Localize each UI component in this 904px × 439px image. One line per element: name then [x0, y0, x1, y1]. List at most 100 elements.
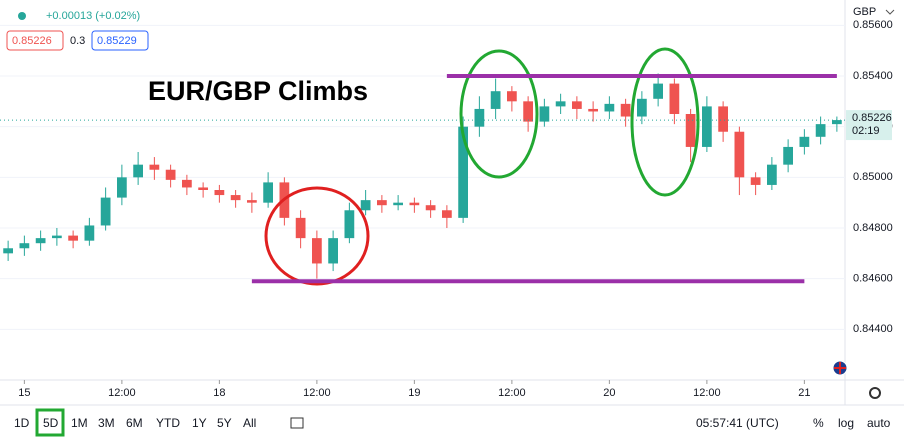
status-dot — [18, 12, 26, 20]
candle-body — [718, 106, 728, 132]
selected-range — [35, 408, 65, 437]
y-tick-label: 0.84600 — [853, 273, 893, 285]
candle-body — [133, 164, 143, 178]
goto-date-icon[interactable] — [290, 417, 304, 429]
candle-body — [572, 101, 582, 109]
x-tick-label: 20 — [603, 387, 615, 399]
highlight-ellipse — [459, 49, 539, 179]
candle-body — [425, 205, 436, 211]
candle-body — [35, 238, 46, 244]
candle-body — [165, 169, 176, 180]
y-tick-label: 0.84800 — [853, 222, 893, 234]
candle-body — [539, 106, 550, 122]
range-button[interactable]: All — [243, 416, 256, 430]
candle-body — [328, 238, 338, 264]
candle-body — [247, 200, 257, 203]
y-tick-label: 0.85000 — [853, 171, 893, 183]
candle-body — [84, 225, 95, 241]
candle-body — [100, 197, 111, 226]
candle-body — [442, 210, 452, 218]
y-tick-label: 0.85600 — [853, 19, 893, 31]
spread: 0.3 — [70, 35, 85, 47]
candle-body — [620, 103, 631, 117]
candle-body — [507, 91, 517, 102]
clock: 05:57:41 (UTC) — [696, 416, 779, 430]
candle-body — [490, 91, 501, 109]
flag-cross — [834, 362, 846, 374]
candle-body — [409, 202, 420, 206]
currency-menu[interactable] — [885, 9, 895, 15]
candle-body — [734, 131, 745, 178]
candle-body — [637, 98, 647, 117]
x-tick-label: 12:00 — [108, 387, 136, 399]
candle-body — [19, 243, 30, 249]
x-tick-label: 19 — [408, 387, 420, 399]
settings-icon[interactable] — [869, 387, 881, 399]
x-tick-label: 12:00 — [498, 387, 526, 399]
candle-body — [783, 146, 793, 165]
candle-body — [295, 217, 306, 239]
log-toggle[interactable]: log — [838, 416, 854, 430]
ask[interactable]: 0.85229 — [97, 35, 137, 47]
range-button[interactable]: 6M — [126, 416, 143, 430]
x-tick-label: 21 — [798, 387, 810, 399]
candle-body — [555, 101, 566, 107]
candle-body — [588, 108, 598, 112]
percent-toggle[interactable]: % — [813, 416, 824, 430]
bid-box[interactable] — [6, 30, 64, 51]
candle-body — [230, 195, 241, 201]
range-button[interactable]: 5D — [43, 416, 59, 430]
candle-body — [669, 83, 680, 114]
change: +0.00013 (+0.02%) — [46, 10, 140, 22]
candle-body — [3, 248, 13, 254]
candle-body — [750, 177, 761, 185]
chart-title: EUR/GBP Climbs — [148, 76, 368, 106]
candle-body — [263, 182, 273, 203]
candle-body — [458, 126, 468, 218]
range-button[interactable]: 5Y — [217, 416, 232, 430]
y-tick-label: 0.85400 — [853, 70, 893, 82]
last-price-box — [846, 110, 892, 141]
last-price-label: 0.85226 — [852, 112, 892, 124]
candle-body — [702, 106, 712, 147]
candle-body — [117, 177, 127, 198]
countdown: 02:19 — [852, 125, 880, 137]
candle-body — [767, 164, 777, 185]
x-tick-label: 12:00 — [303, 387, 331, 399]
candle-body — [312, 238, 322, 264]
candle-body — [653, 83, 663, 99]
candle-body — [815, 124, 826, 137]
range-button[interactable]: 1M — [71, 416, 88, 430]
candle-body — [198, 187, 208, 190]
candle-body — [604, 103, 615, 112]
bid[interactable]: 0.85226 — [12, 35, 52, 47]
candle-body — [832, 120, 842, 125]
candle-body — [68, 235, 78, 241]
highlight-circle — [264, 186, 370, 286]
candle-body — [377, 200, 387, 206]
x-tick-label: 18 — [213, 387, 225, 399]
x-tick-label: 12:00 — [693, 387, 721, 399]
auto-toggle[interactable]: auto — [867, 416, 891, 430]
y-tick-label: 0.84400 — [853, 323, 893, 335]
candle-body — [344, 210, 355, 239]
candle-body — [474, 108, 485, 127]
candle-body — [685, 114, 696, 147]
candle-body — [360, 200, 371, 211]
candle-body — [799, 136, 810, 147]
range-button[interactable]: YTD — [156, 416, 180, 430]
ask-box[interactable] — [91, 30, 149, 51]
range-button[interactable]: 3M — [98, 416, 115, 430]
candle-body — [182, 179, 192, 188]
candle-body — [149, 164, 160, 170]
range-button[interactable]: 1Y — [192, 416, 207, 430]
range-button[interactable]: 1D — [14, 416, 30, 430]
candle-body — [52, 235, 62, 239]
currency: GBP — [853, 6, 876, 18]
highlight-ellipse — [630, 47, 700, 197]
candle-body — [393, 202, 403, 206]
candle-body — [523, 101, 533, 122]
x-tick-label: 15 — [18, 387, 30, 399]
